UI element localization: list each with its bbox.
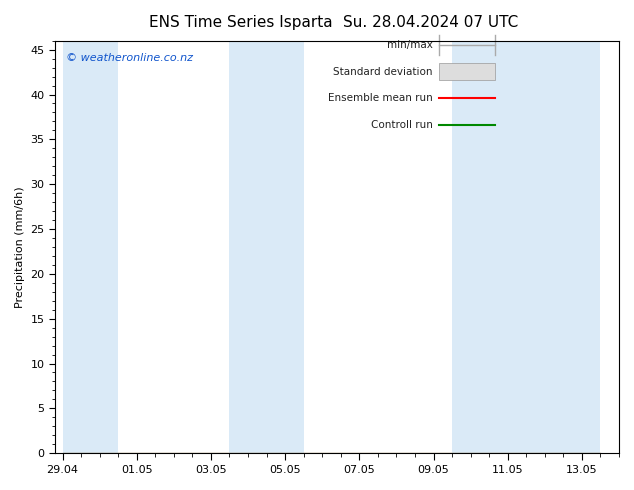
Text: Su. 28.04.2024 07 UTC: Su. 28.04.2024 07 UTC <box>344 15 519 30</box>
Text: min/max: min/max <box>387 40 433 50</box>
Bar <box>439 63 495 80</box>
Bar <box>452 41 600 453</box>
Bar <box>230 41 304 453</box>
Text: Standard deviation: Standard deviation <box>333 67 433 76</box>
Text: © weatheronline.co.nz: © weatheronline.co.nz <box>67 53 193 63</box>
Text: ENS Time Series Isparta: ENS Time Series Isparta <box>149 15 333 30</box>
Y-axis label: Precipitation (mm/6h): Precipitation (mm/6h) <box>15 186 25 308</box>
Bar <box>63 41 118 453</box>
Text: Controll run: Controll run <box>371 120 433 130</box>
Text: Ensemble mean run: Ensemble mean run <box>328 94 433 103</box>
